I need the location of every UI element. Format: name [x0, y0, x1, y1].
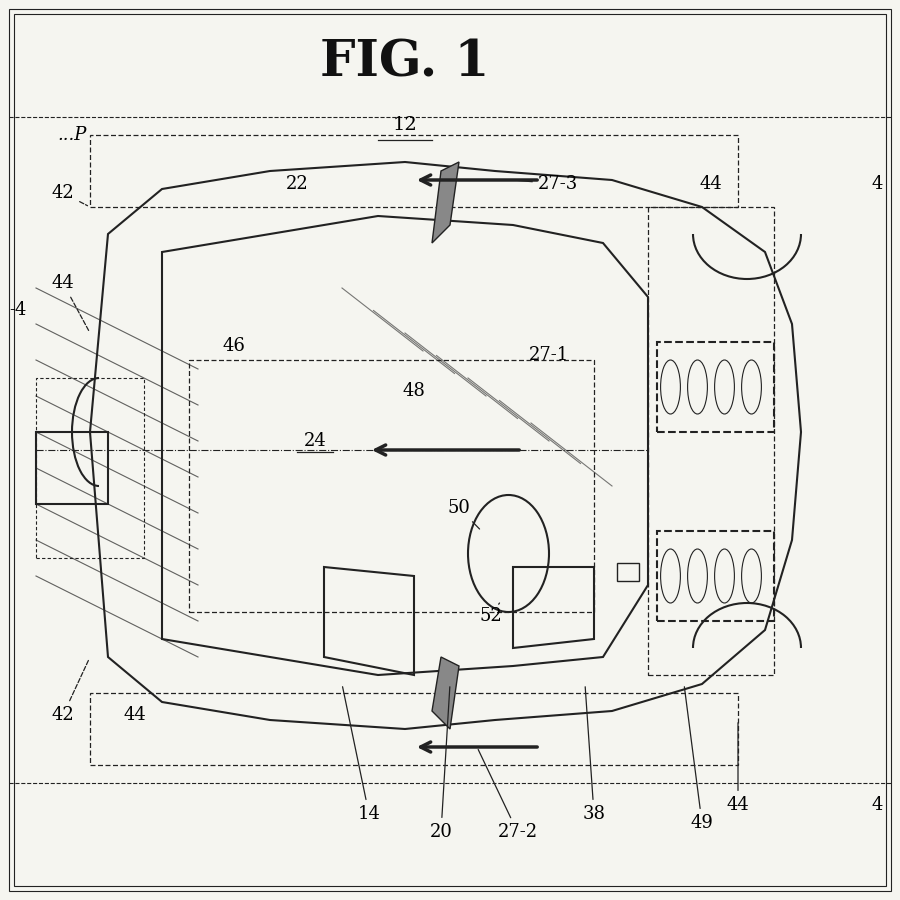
Bar [36, 378, 144, 558]
Text: 20: 20 [429, 687, 453, 841]
Text: 44: 44 [51, 274, 89, 330]
Text: 4: 4 [872, 175, 883, 193]
Text: 22: 22 [285, 175, 309, 193]
Text: 42: 42 [51, 660, 89, 724]
Text: 27-1: 27-1 [529, 346, 569, 364]
Text: 24: 24 [303, 432, 327, 450]
Text: 42: 42 [51, 184, 87, 206]
Text: ...P: ...P [58, 125, 86, 143]
Bar [616, 562, 639, 580]
Text: 44: 44 [123, 706, 147, 724]
Text: FIG. 1: FIG. 1 [320, 39, 490, 87]
Text: 27-2: 27-2 [478, 750, 537, 841]
Text: 46: 46 [222, 337, 246, 355]
Text: 44: 44 [699, 175, 723, 193]
Text: 4: 4 [872, 796, 883, 814]
Text: 44: 44 [726, 723, 750, 814]
Bar [90, 135, 738, 207]
Bar [36, 432, 108, 504]
Bar [657, 531, 774, 621]
Text: 48: 48 [402, 382, 426, 400]
Text: 14: 14 [343, 687, 381, 823]
Text: 49: 49 [684, 687, 714, 832]
Bar [657, 342, 774, 432]
Text: -4: -4 [9, 301, 27, 319]
Text: 38: 38 [582, 687, 606, 823]
Text: 12: 12 [392, 116, 418, 134]
Text: 50: 50 [447, 499, 480, 529]
Text: 52: 52 [479, 603, 502, 625]
Bar [90, 693, 738, 765]
Text: 27-3: 27-3 [516, 175, 578, 193]
Bar [648, 207, 774, 675]
Polygon shape [432, 657, 459, 729]
Polygon shape [432, 162, 459, 243]
Bar [189, 360, 594, 612]
